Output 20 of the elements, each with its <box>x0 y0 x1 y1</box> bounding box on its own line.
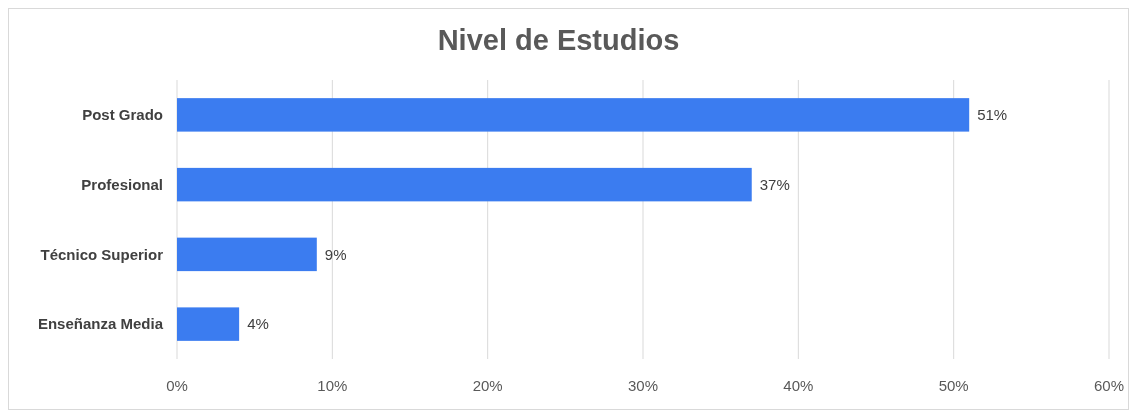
x-tick-label: 20% <box>472 377 503 394</box>
y-tick-label: Enseñanza Media <box>37 315 164 333</box>
chart-title: Nivel de Estudios <box>437 24 680 56</box>
bar <box>177 167 752 202</box>
x-tick-label: 60% <box>1093 377 1125 394</box>
bar <box>177 237 317 272</box>
y-tick-label: Técnico Superior <box>40 245 164 263</box>
bar <box>177 307 240 341</box>
data-label: 4% <box>247 315 269 333</box>
data-label: 9% <box>324 245 347 263</box>
data-label: 37% <box>759 175 790 193</box>
x-tick-label: 0% <box>166 377 188 394</box>
y-tick-label: Profesional <box>81 175 163 193</box>
x-tick-label: 40% <box>783 377 814 394</box>
x-tick-label: 50% <box>938 377 969 394</box>
x-tick-label: 30% <box>627 377 659 394</box>
bar <box>177 98 970 132</box>
data-label: 51% <box>977 106 1008 124</box>
y-tick-label: Post Grado <box>82 106 163 124</box>
x-tick-label: 10% <box>317 377 348 394</box>
